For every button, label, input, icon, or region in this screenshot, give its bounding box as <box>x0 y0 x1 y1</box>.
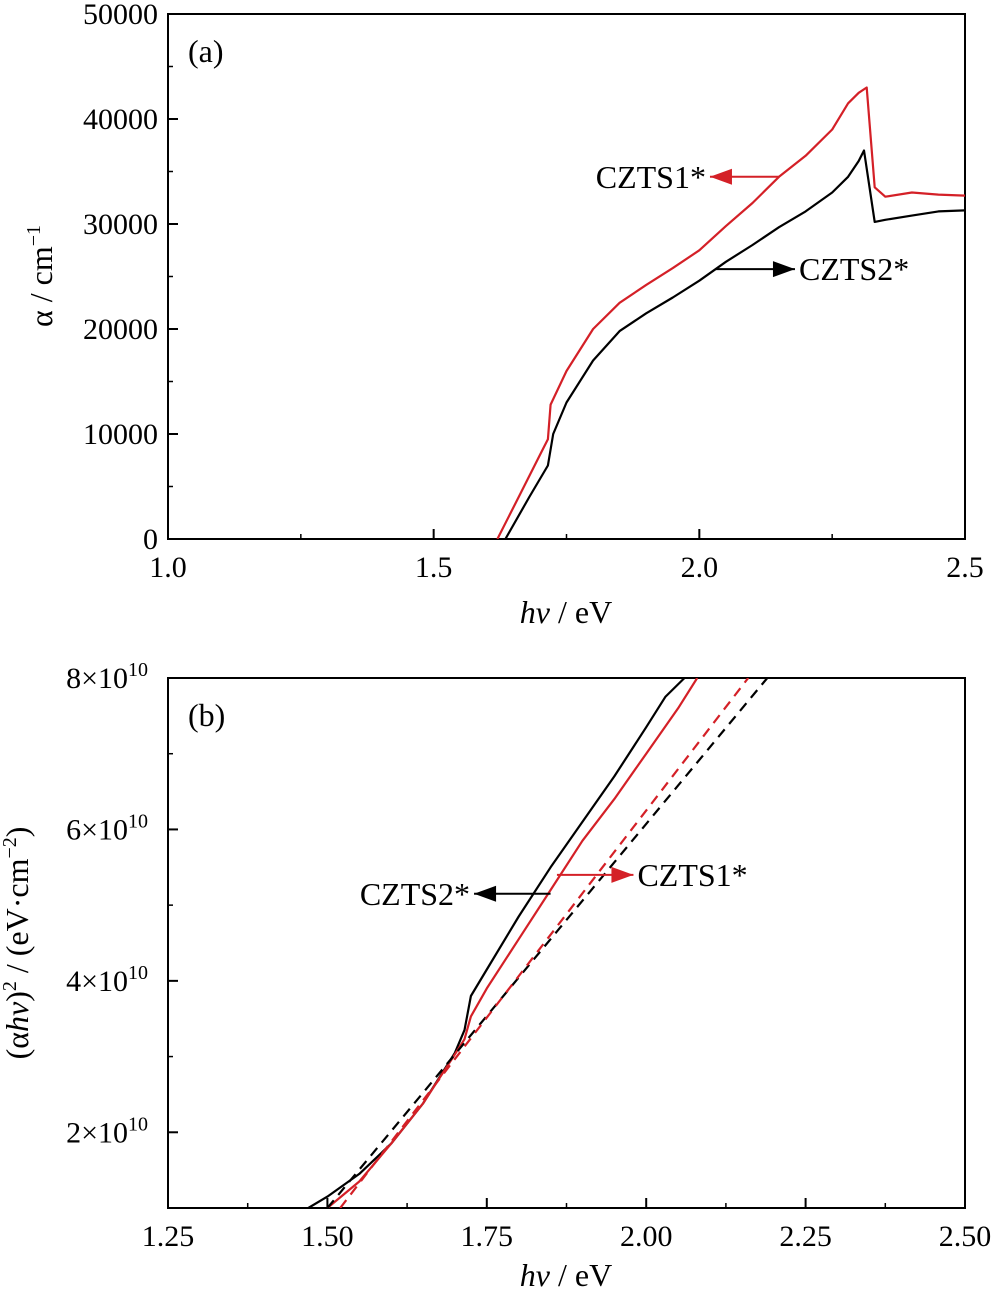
y-axis-label-b-open: (α <box>0 1032 35 1060</box>
y-tick-label-b: 2×1010 <box>66 1113 148 1149</box>
x-tick-label-a: 2.0 <box>681 551 719 584</box>
annotation-arrowhead-a-1 <box>709 168 732 185</box>
series-line-a-1 <box>496 86 965 539</box>
axis-ticks-b: 1.25 1.50 1.75 2.00 2.25 2.50 2×1010 4×1010 6×10… <box>66 659 991 1253</box>
y-axis-label-b: (αhv)2 / (eV·cm−2) <box>0 827 35 1060</box>
x-axis-label-a-italic: hv <box>520 594 551 630</box>
plot-frame-b <box>167 677 966 1209</box>
annotations-a: CZTS1* CZTS2* <box>596 159 909 287</box>
panel-b: 1.25 1.50 1.75 2.00 2.25 2.50 2×1010 4×1010 6×10… <box>0 659 991 1293</box>
x-tick-label-b: 1.75 <box>461 1220 514 1253</box>
series-line-b-2 <box>326 678 699 1208</box>
panel-a: 1.0 1.5 2.0 2.5 0 10000 20000 30000 40000 50000 C… <box>23 0 984 630</box>
x-tick-label-b: 2.50 <box>939 1220 992 1253</box>
series-group-b <box>307 678 769 1208</box>
y-tick-label-a: 30000 <box>83 208 158 241</box>
panel-label-a: (a) <box>188 33 224 69</box>
y-tick-label-b: 6×1010 <box>66 810 148 846</box>
y-axis-label-b-sup2: −2 <box>0 837 21 858</box>
x-tick-label-b: 1.50 <box>301 1220 354 1253</box>
x-tick-label-b: 2.00 <box>620 1220 673 1253</box>
annotation-arrowhead-b-2 <box>611 866 634 883</box>
y-axis-label-b-sup: 2 <box>0 981 21 991</box>
annotation-label-a-2: CZTS2* <box>799 251 909 287</box>
y-axis-label-a-main: α / cm <box>23 246 59 327</box>
x-axis-label-a: hv / eV <box>520 594 612 630</box>
series-line-b-1 <box>307 678 686 1208</box>
y-tick-label-a: 20000 <box>83 313 158 346</box>
panel-label-b: (b) <box>188 697 225 733</box>
annotation-label-a-1: CZTS1* <box>596 159 706 195</box>
x-tick-label-a: 1.0 <box>149 551 187 584</box>
axis-ticks-a: 1.0 1.5 2.0 2.5 0 10000 20000 30000 40000 50000 <box>83 0 984 584</box>
y-tick-label-a: 0 <box>143 523 158 556</box>
annotation-arrowhead-b-1 <box>474 885 497 902</box>
x-axis-label-b-italic: hv <box>520 1257 551 1293</box>
x-tick-label-a: 2.5 <box>946 551 984 584</box>
x-axis-label-b-unit: / eV <box>550 1257 612 1293</box>
x-tick-label-b: 2.25 <box>779 1220 832 1253</box>
y-tick-label-a: 10000 <box>83 418 158 451</box>
x-tick-label-b: 1.25 <box>142 1220 195 1253</box>
annotation-label-b-1: CZTS2* <box>360 876 470 912</box>
y-axis-label-a-sup: −1 <box>23 225 45 246</box>
y-tick-label-b: 8×1010 <box>66 659 148 695</box>
x-tick-label-a: 1.5 <box>415 551 453 584</box>
y-axis-label-b-end: ) <box>0 827 35 838</box>
x-axis-label-b: hv / eV <box>520 1257 612 1293</box>
series-group-a <box>496 86 965 539</box>
annotations-b: CZTS2* CZTS1* <box>360 857 748 912</box>
series-line-b-3 <box>326 678 769 1208</box>
annotation-arrowhead-a-2 <box>772 261 795 278</box>
y-tick-label-b: 4×1010 <box>66 962 148 998</box>
y-axis-label-b-close: ) <box>0 991 35 1002</box>
y-axis-label-a: α / cm−1 <box>23 225 59 327</box>
series-line-b-4 <box>339 678 750 1208</box>
y-tick-label-a: 50000 <box>83 0 158 31</box>
y-axis-label-b-mid: / (eV·cm <box>0 858 35 981</box>
y-axis-label-b-italic: hv <box>0 1001 35 1032</box>
series-line-a-2 <box>504 149 965 539</box>
y-tick-label-a: 40000 <box>83 103 158 136</box>
annotation-label-b-2: CZTS1* <box>637 857 747 893</box>
x-axis-label-a-unit: / eV <box>550 594 612 630</box>
